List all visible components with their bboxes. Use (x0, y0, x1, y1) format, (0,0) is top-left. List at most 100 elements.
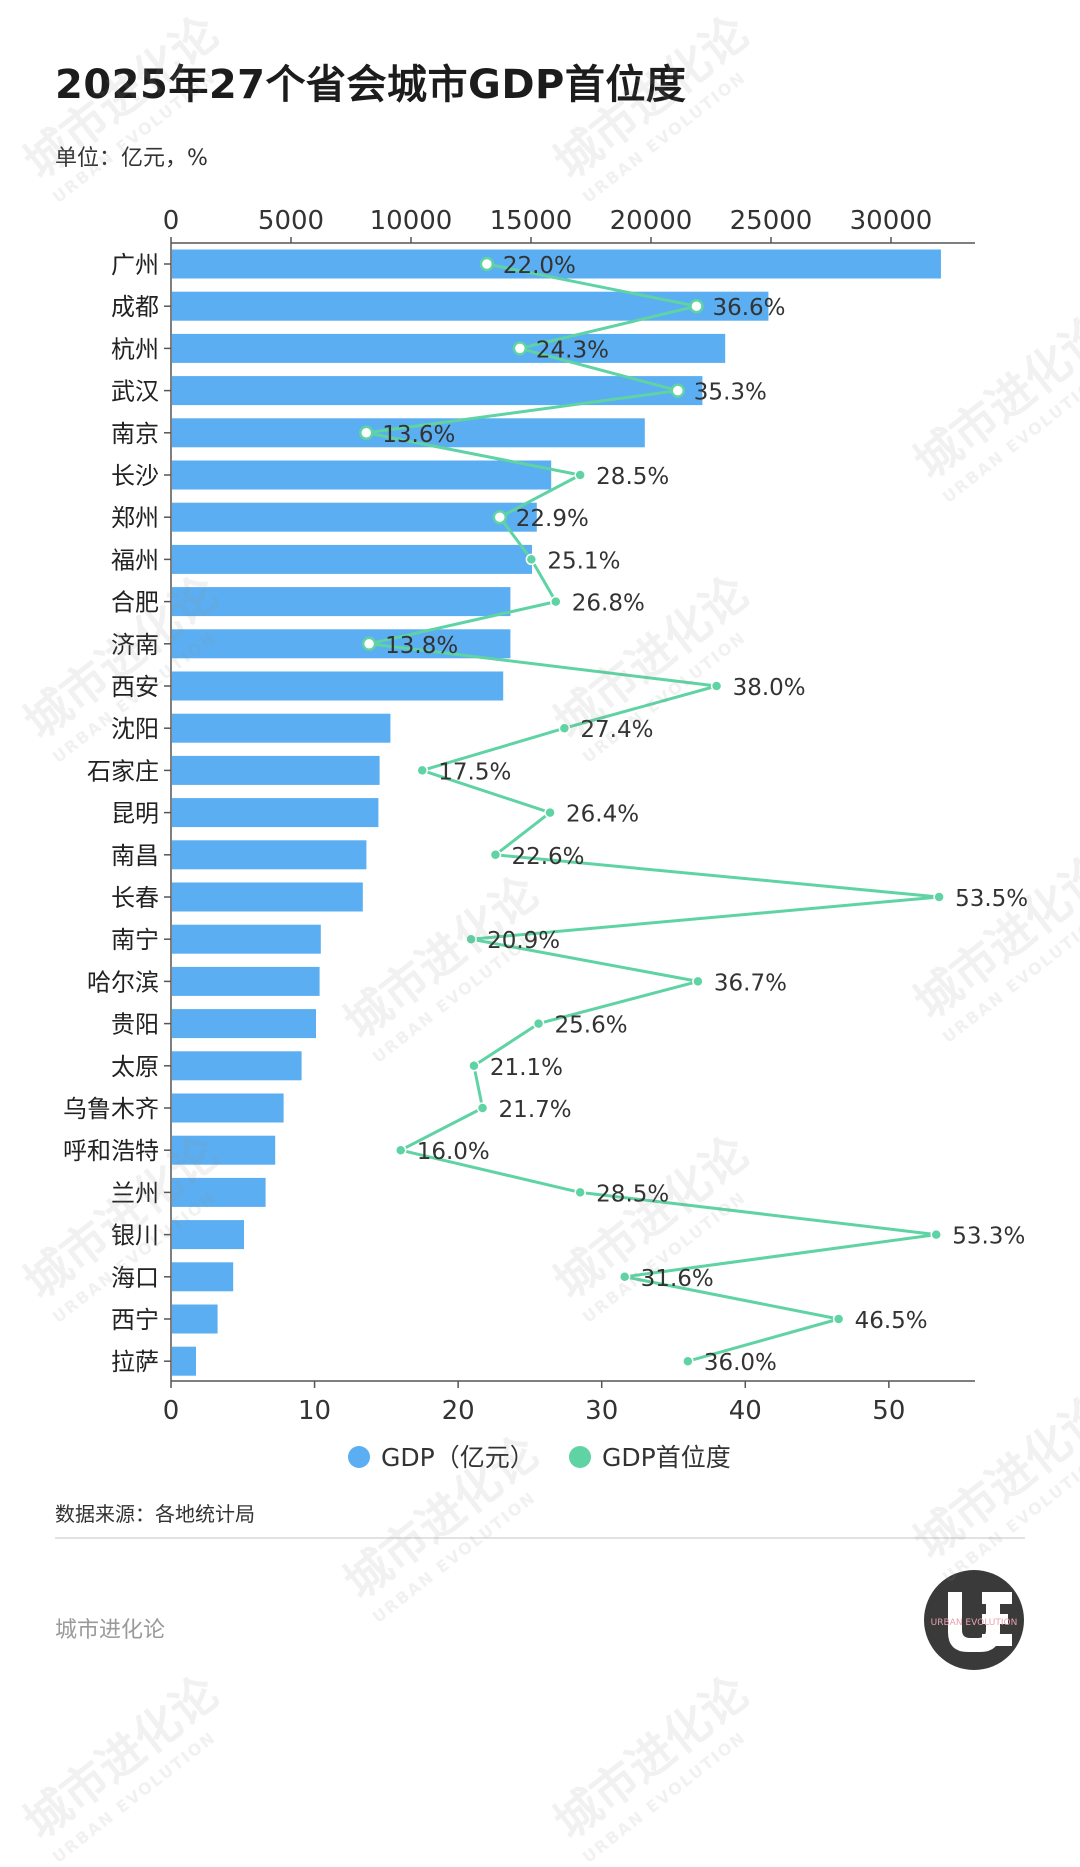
category-label: 石家庄 (87, 757, 159, 785)
primacy-data-label: 36.6% (712, 295, 785, 321)
primacy-data-label: 26.8% (572, 591, 645, 617)
watermark-text: 城市进化论 (543, 1665, 759, 1850)
gdp-bar (172, 249, 941, 279)
primacy-data-label: 13.8% (385, 633, 458, 659)
category-label: 福州 (111, 546, 159, 574)
primacy-point (465, 933, 477, 945)
primacy-data-label: 35.3% (694, 380, 767, 406)
primacy-data-label: 24.3% (536, 337, 609, 363)
gdp-bar (172, 1051, 302, 1081)
category-label: 沈阳 (111, 715, 159, 743)
gdp-primacy-chart: 0 5000 10000 15000 20000 25000 30000 广州成都杭州武汉南京… (63, 206, 1028, 1472)
category-label: 南京 (111, 420, 159, 448)
watermark: 城市进化论 URBAN EVOLUTION (538, 1658, 772, 1866)
category-label: 长沙 (111, 462, 159, 490)
primacy-data-label: 28.5% (596, 464, 669, 490)
category-label: 南宁 (111, 926, 159, 954)
gdp-bar (172, 1346, 196, 1376)
gdp-bar (172, 587, 511, 617)
gdp-bar (172, 1304, 218, 1334)
primacy-data-label: 36.7% (714, 970, 787, 996)
category-label: 乌鲁木齐 (63, 1095, 159, 1123)
data-source: 数据来源：各地统计局 (55, 1502, 255, 1526)
category-label: 武汉 (111, 378, 159, 406)
primacy-point (682, 1355, 694, 1367)
primacy-point (359, 425, 374, 441)
gdp-bar (172, 333, 726, 363)
watermark-text: 城市进化论 (13, 1665, 229, 1850)
category-label: 昆明 (111, 800, 159, 828)
gdp-bar (172, 460, 552, 490)
primacy-point (550, 595, 562, 608)
primacy-data-label: 38.0% (733, 675, 806, 701)
category-label: 银川 (111, 1222, 159, 1250)
bottom-axis-tick-label: 40 (729, 1396, 762, 1426)
primacy-data-label: 16.0% (417, 1139, 490, 1165)
primacy-point (933, 891, 945, 903)
top-axis-tick-label: 25000 (730, 206, 813, 236)
primacy-point (930, 1228, 942, 1241)
primacy-point (361, 636, 377, 652)
primacy-point (832, 1313, 845, 1325)
gdp-bar (172, 840, 367, 870)
primacy-data-label: 36.0% (704, 1350, 777, 1376)
gdp-bar (172, 671, 504, 701)
legend-gdp-label: GDP（亿元） (381, 1443, 535, 1472)
primacy-point (692, 975, 704, 988)
primacy-data-label: 21.7% (499, 1097, 572, 1123)
category-label: 太原 (111, 1053, 159, 1081)
primacy-point (532, 1017, 545, 1030)
top-axis-tick-label: 5000 (258, 206, 324, 236)
top-axis-tick-label: 30000 (850, 206, 933, 236)
logo-text: URBAN EVOLUTION (931, 1618, 1018, 1628)
category-label: 贵阳 (111, 1011, 159, 1039)
category-label: 长春 (111, 884, 159, 912)
category-label: 兰州 (111, 1179, 159, 1207)
primacy-point (416, 764, 428, 777)
primacy-point (558, 722, 571, 734)
gdp-bar (172, 1135, 276, 1165)
primacy-point (574, 469, 586, 481)
primacy-data-label: 26.4% (566, 802, 639, 828)
category-label: 郑州 (111, 504, 159, 532)
gdp-bar (172, 966, 320, 996)
category-label: 海口 (111, 1264, 159, 1292)
primacy-data-label: 22.6% (511, 844, 584, 870)
category-label: 成都 (111, 293, 159, 321)
primacy-data-label: 17.5% (438, 759, 511, 785)
top-axis-tick-label: 0 (163, 206, 180, 236)
top-axis-tick-label: 20000 (610, 206, 693, 236)
category-label: 杭州 (111, 335, 159, 363)
primacy-data-label: 53.5% (955, 886, 1028, 912)
watermark-subtext: URBAN EVOLUTION (48, 1727, 220, 1867)
category-label: 合肥 (111, 589, 159, 617)
legend-gdp-marker (348, 1446, 370, 1468)
bottom-axis-tick-label: 50 (872, 1396, 905, 1426)
category-label: 西宁 (111, 1306, 159, 1334)
category-label: 呼和浩特 (63, 1137, 159, 1165)
gdp-bar (172, 376, 703, 406)
primacy-point (479, 256, 495, 272)
primacy-point (544, 806, 556, 819)
primacy-point (489, 849, 502, 861)
primacy-point (394, 1144, 407, 1156)
gdp-bar (172, 924, 321, 954)
gdp-bar (172, 544, 532, 574)
primacy-data-label: 25.6% (555, 1013, 628, 1039)
top-axis-tick-label: 15000 (490, 206, 573, 236)
category-label: 济南 (111, 631, 159, 659)
primacy-point (618, 1271, 631, 1283)
bottom-axis-tick-label: 10 (298, 1396, 331, 1426)
category-label: 南昌 (111, 842, 159, 870)
primacy-point (670, 383, 686, 398)
primacy-point (476, 1102, 489, 1114)
primacy-data-label: 22.9% (516, 506, 589, 532)
gdp-bar (172, 502, 537, 532)
primacy-point (689, 298, 704, 314)
gdp-bar (172, 1220, 244, 1250)
primacy-point (574, 1186, 586, 1199)
primacy-data-label: 13.6% (382, 422, 455, 448)
gdp-bar (172, 291, 769, 321)
category-label: 西安 (111, 673, 159, 701)
primacy-data-label: 25.1% (547, 548, 620, 574)
